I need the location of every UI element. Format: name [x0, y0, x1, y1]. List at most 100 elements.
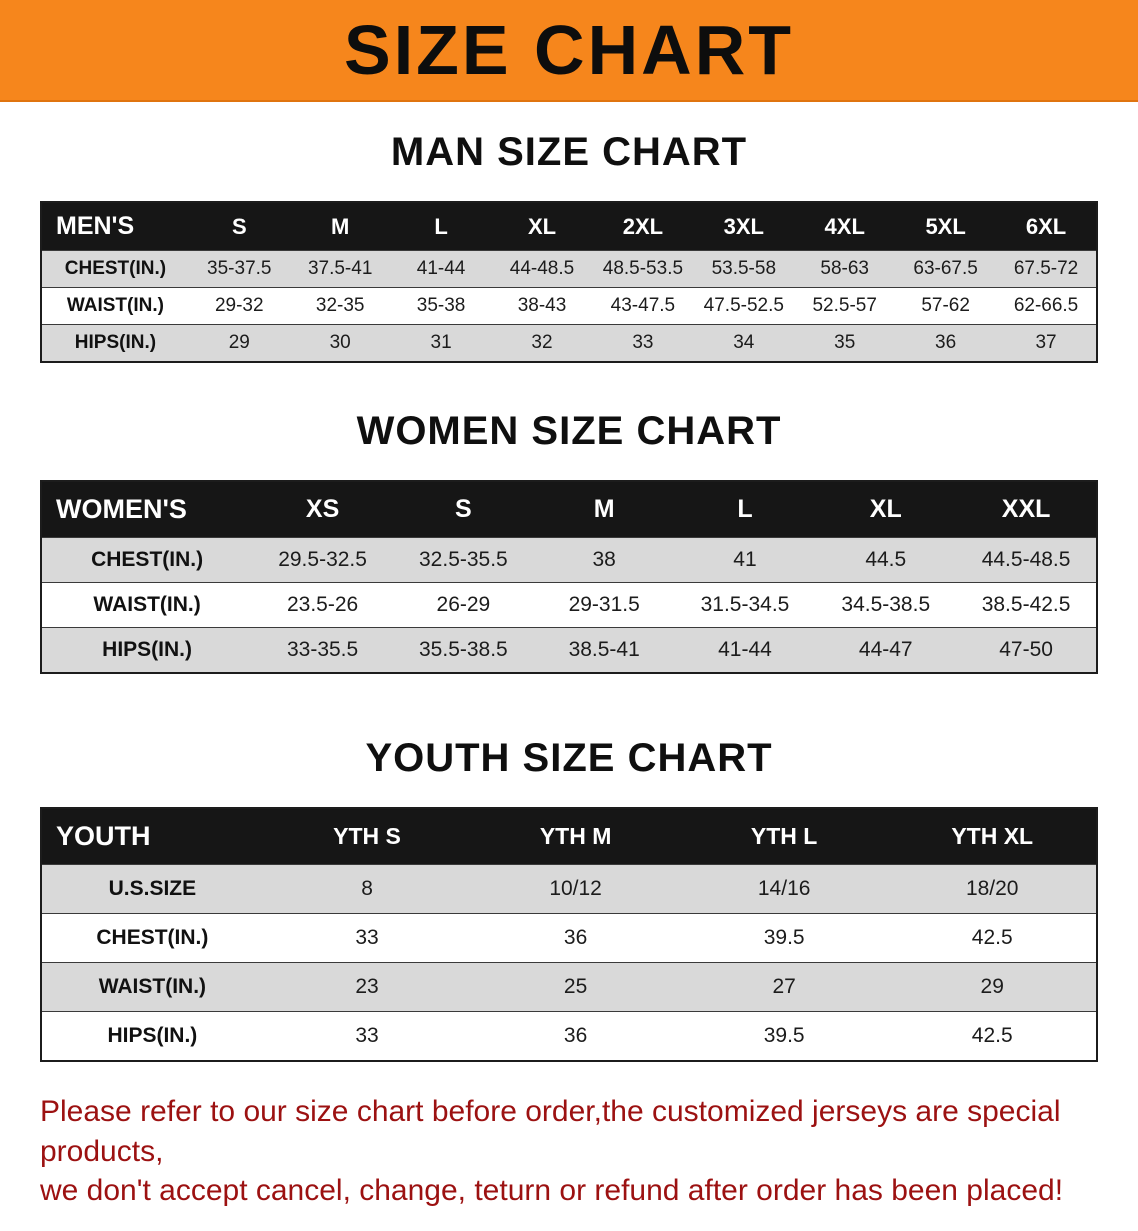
- size-column-header: 6XL: [1025, 213, 1067, 239]
- table-row: HIPS(IN.) 33 36 39.5 42.5: [41, 1011, 1097, 1061]
- size-column-header: L: [434, 213, 448, 239]
- table-cell: 33: [355, 926, 379, 949]
- table-header-row: MEN'S S M L XL 2XL 3XL 4XL 5XL 6XL: [41, 202, 1097, 251]
- table-cell: 30: [329, 332, 351, 353]
- table-cell: 44-47: [858, 638, 913, 661]
- size-column-header: S: [455, 495, 472, 523]
- row-label: HIPS(IN.): [74, 332, 157, 353]
- table-cell: 43-47.5: [610, 295, 676, 316]
- table-cell: 29: [228, 332, 250, 353]
- table-cell: 44-48.5: [509, 258, 575, 279]
- size-column-header: YTH L: [750, 823, 818, 849]
- row-label: WAIST(IN.): [93, 593, 201, 616]
- table-cell: 33: [355, 1024, 379, 1047]
- man-size-chart-section: MAN SIZE CHART MEN'S S M L XL 2XL 3XL 4XL 5XL 6XL…: [40, 130, 1098, 363]
- table-cell: 58-63: [820, 258, 870, 279]
- table-row: HIPS(IN.) 33-35.5 35.5-38.5 38.5-41 41-44 44-…: [41, 627, 1097, 673]
- youth-size-chart-section: YOUTH SIZE CHART YOUTH YTH S YTH M YTH L YTH…: [40, 736, 1098, 1062]
- table-cell: 48.5-53.5: [602, 258, 684, 279]
- table-header-row: YOUTH YTH S YTH M YTH L YTH XL: [41, 808, 1097, 865]
- table-cell: 62-66.5: [1013, 295, 1079, 316]
- row-label: CHEST(IN.): [64, 258, 167, 279]
- table-cell: 10/12: [549, 877, 602, 900]
- table-row: CHEST(IN.) 33 36 39.5 42.5: [41, 913, 1097, 963]
- table-row: HIPS(IN.) 29 30 31 32 33 34 35 36 37: [41, 324, 1097, 362]
- table-cell: 67.5-72: [1013, 258, 1079, 279]
- table-corner-label: MEN'S: [56, 212, 135, 240]
- size-column-header: M: [593, 495, 615, 523]
- table-cell: 23: [355, 975, 379, 998]
- table-cell: 18/20: [965, 877, 1019, 900]
- table-row: WAIST(IN.) 23 25 27 29: [41, 962, 1097, 1012]
- table-corner-label: YOUTH: [56, 821, 151, 851]
- table-cell: 29-31.5: [568, 593, 640, 616]
- row-label: CHEST(IN.): [96, 926, 209, 949]
- table-cell: 38.5-41: [568, 638, 640, 661]
- table-cell: 31: [430, 332, 452, 353]
- table-cell: 47.5-52.5: [703, 295, 784, 316]
- table-cell: 57-62: [921, 295, 970, 316]
- row-label: CHEST(IN.): [91, 548, 204, 571]
- table-cell: 36: [563, 1024, 588, 1047]
- table-cell: 32.5-35.5: [419, 548, 508, 571]
- page-title: SIZE CHART: [344, 11, 794, 89]
- table-cell: 35.5-38.5: [419, 638, 508, 661]
- table-cell: 37: [1035, 332, 1057, 353]
- table-cell: 33: [632, 332, 654, 353]
- table-cell: 25: [563, 975, 588, 998]
- table-cell: 34: [733, 332, 755, 353]
- table-cell: 41: [733, 548, 757, 571]
- table-cell: 14/16: [757, 877, 811, 900]
- main-content: MAN SIZE CHART MEN'S S M L XL 2XL 3XL 4XL 5XL 6XL…: [0, 130, 1138, 1062]
- table-cell: 35: [834, 332, 856, 353]
- table-row: CHEST(IN.) 35-37.5 37.5-41 41-44 44-48.5 48.5…: [41, 250, 1097, 288]
- size-column-header: XL: [527, 213, 557, 239]
- table-cell: 63-67.5: [913, 258, 978, 279]
- size-column-header: L: [737, 495, 753, 523]
- row-label: WAIST(IN.): [98, 975, 207, 998]
- size-column-header: XXL: [1001, 495, 1051, 523]
- table-cell: 32: [531, 332, 553, 353]
- disclaimer-line-2: we don't accept cancel, change, teturn o…: [40, 1174, 1064, 1208]
- man-size-chart-heading: MAN SIZE CHART: [390, 130, 748, 174]
- man-size-table: MEN'S S M L XL 2XL 3XL 4XL 5XL 6XL CHEST(IN.) 35-37…: [40, 201, 1098, 363]
- women-size-table: WOMEN'S XS S M L XL XXL CHEST(IN.) 29.5-32.5 32.5…: [40, 480, 1098, 674]
- table-cell: 39.5: [763, 1024, 805, 1047]
- women-size-chart-heading: WOMEN SIZE CHART: [356, 409, 782, 453]
- table-cell: 42.5: [971, 926, 1013, 949]
- table-cell: 29.5-32.5: [278, 548, 367, 571]
- table-cell: 39.5: [763, 926, 805, 949]
- table-cell: 36: [935, 332, 957, 353]
- table-cell: 38-43: [517, 295, 567, 316]
- table-cell: 37.5-41: [307, 258, 373, 279]
- size-column-header: 5XL: [925, 213, 966, 239]
- table-cell: 34.5-38.5: [841, 593, 931, 616]
- size-column-header: YTH XL: [951, 823, 1034, 849]
- table-cell: 29: [980, 975, 1004, 998]
- table-cell: 47-50: [999, 638, 1053, 661]
- table-cell: 41-44: [718, 638, 772, 661]
- table-cell: 29-32: [214, 295, 264, 316]
- row-label: WAIST(IN.): [66, 295, 164, 316]
- row-label: HIPS(IN.): [107, 1024, 198, 1047]
- table-cell: 33-35.5: [286, 638, 359, 661]
- table-cell: 41-44: [416, 258, 466, 279]
- table-cell: 44.5-48.5: [981, 548, 1071, 571]
- table-row: U.S.SIZE 8 10/12 14/16 18/20: [41, 864, 1097, 914]
- size-column-header: YTH S: [333, 823, 401, 849]
- size-column-header: 2XL: [622, 213, 664, 239]
- row-label: U.S.SIZE: [108, 877, 197, 900]
- size-column-header: XL: [869, 495, 902, 523]
- women-size-chart-section: WOMEN SIZE CHART WOMEN'S XS S M L XL XXL CHEST(…: [40, 409, 1098, 674]
- size-column-header: S: [231, 213, 247, 239]
- size-column-header: YTH M: [539, 823, 612, 849]
- disclaimer: Please refer to our size chart before or…: [0, 1062, 1138, 1231]
- youth-size-chart-heading: YOUTH SIZE CHART: [365, 736, 773, 780]
- table-row: WAIST(IN.) 29-32 32-35 35-38 38-43 43-47.5 47.…: [41, 287, 1097, 325]
- size-chart-banner: SIZE CHART: [0, 0, 1138, 102]
- size-column-header: M: [331, 213, 350, 239]
- table-cell: 31.5-34.5: [700, 593, 790, 616]
- table-corner-label: WOMEN'S: [56, 494, 187, 524]
- table-cell: 23.5-26: [286, 593, 359, 616]
- table-cell: 27: [772, 975, 796, 998]
